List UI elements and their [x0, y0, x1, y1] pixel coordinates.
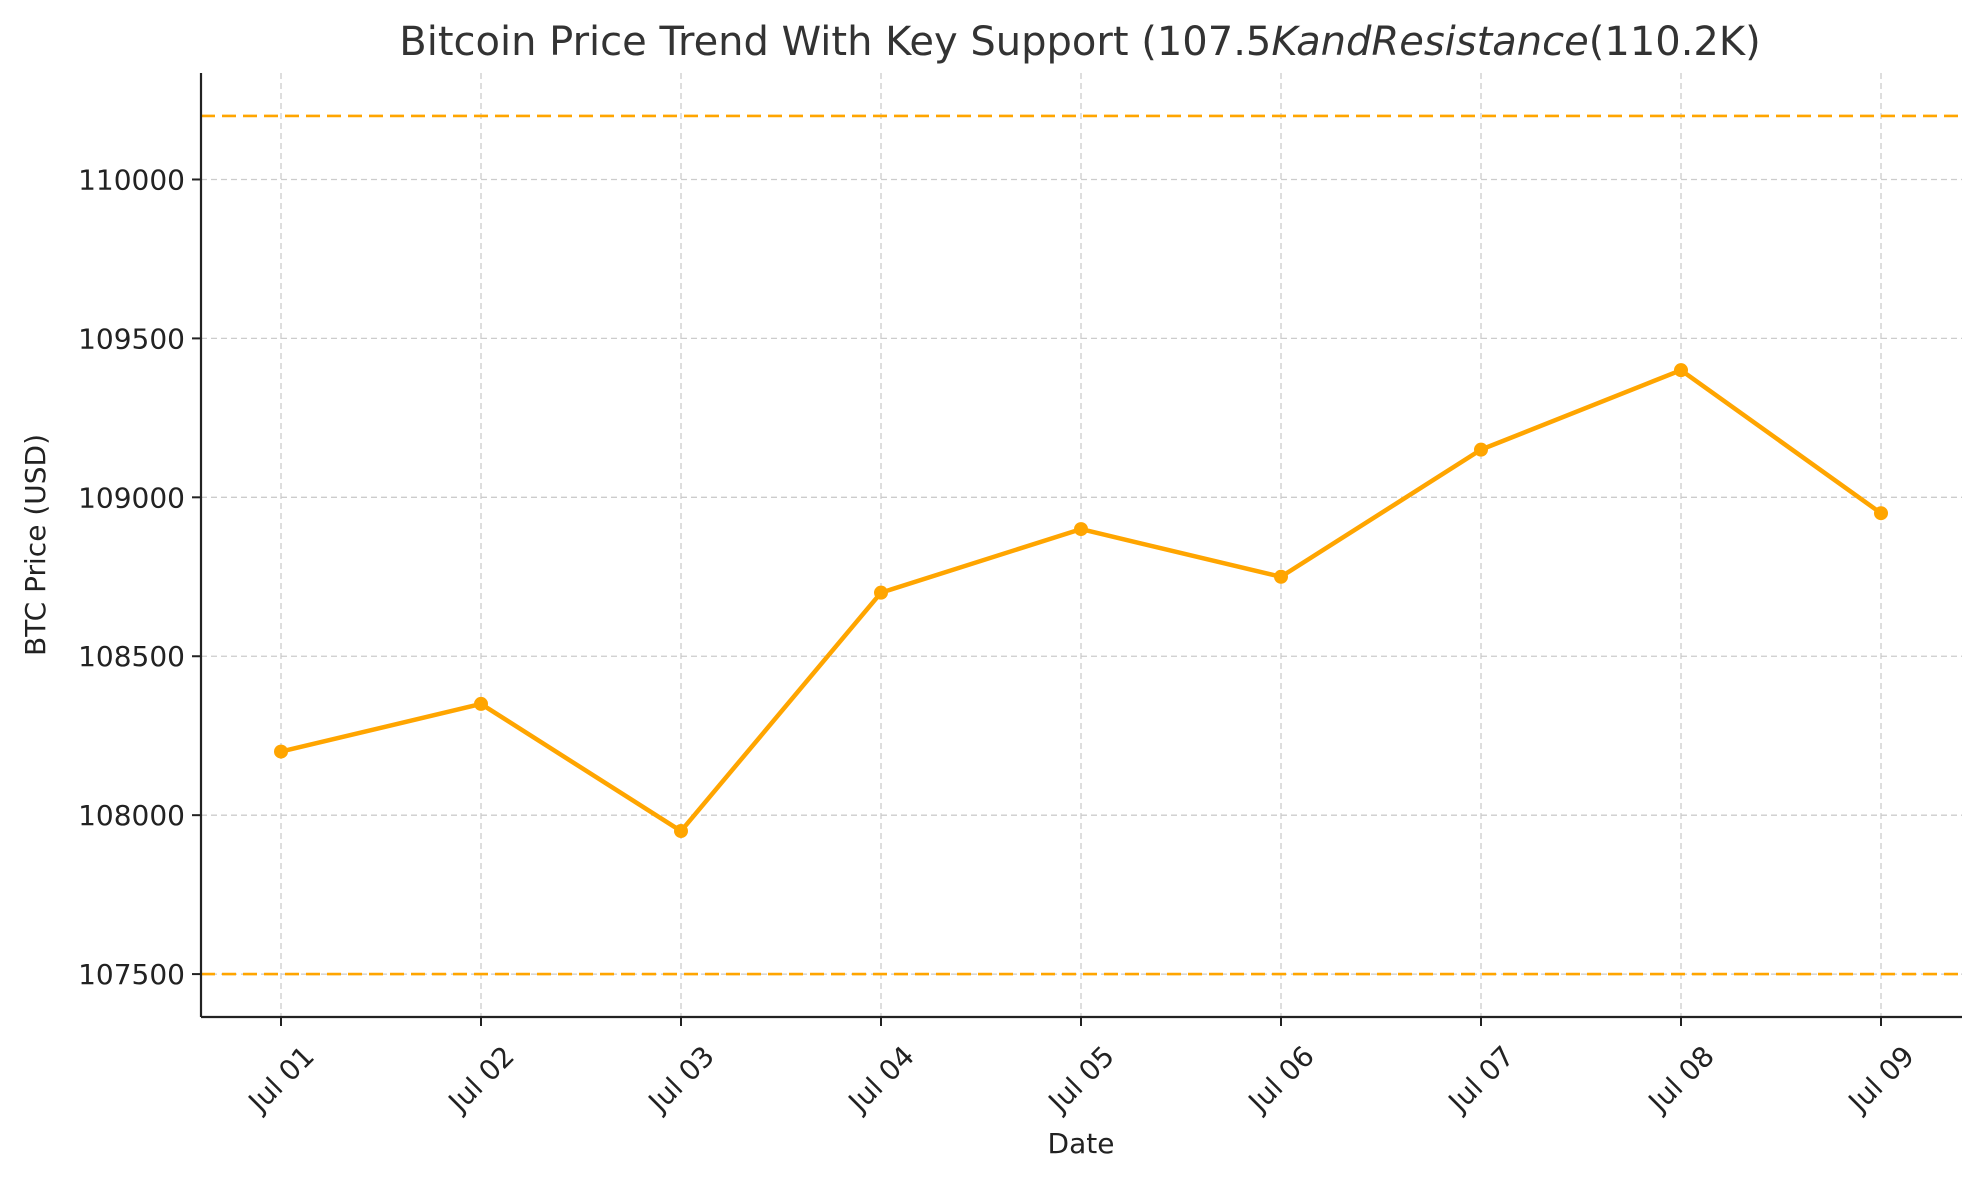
data-point	[674, 824, 688, 839]
y-tick-label: 109000	[78, 481, 185, 514]
x-tick-label: Jul 08	[1641, 1039, 1721, 1119]
x-tick-label: Jul 01	[241, 1039, 321, 1119]
x-axis-label: Date	[1048, 1127, 1115, 1160]
x-tick-label: Jul 09	[1841, 1039, 1921, 1119]
x-tick-label: Jul 05	[1041, 1039, 1121, 1119]
data-point	[474, 696, 488, 711]
x-tick-label: Jul 02	[441, 1039, 521, 1119]
series-layer	[274, 363, 1888, 839]
y-tick-label: 110000	[78, 163, 185, 196]
chart-title: Bitcoin Price Trend With Key Support (10…	[399, 19, 1760, 65]
y-tick-label: 107500	[78, 958, 185, 991]
y-tick-label: 109500	[78, 322, 185, 355]
x-tick-label: Jul 07	[1441, 1039, 1521, 1119]
data-point	[1274, 569, 1288, 584]
data-point	[874, 585, 888, 600]
data-point	[1074, 522, 1088, 537]
tick-layer: Jul 01 Jul 02 Jul 03 Jul 04 Jul 05 Jul 06 Jul …	[78, 163, 1921, 1119]
chart-title-end: (110.2K)	[1589, 19, 1761, 65]
data-point	[274, 744, 288, 759]
grid-layer	[201, 73, 1962, 1017]
x-tick-label: Jul 04	[841, 1039, 921, 1119]
x-tick-label: Jul 06	[1241, 1039, 1321, 1119]
y-axis-label: BTC Price (USD)	[19, 434, 52, 656]
data-point	[1674, 363, 1688, 378]
chart-title-italic: KandResistance	[1271, 19, 1588, 65]
x-tick-label: Jul 03	[641, 1039, 721, 1119]
data-point	[1474, 442, 1488, 457]
y-tick-label: 108500	[78, 640, 185, 673]
y-tick-label: 108000	[78, 799, 185, 832]
series-line	[280, 367, 1883, 834]
data-point	[1874, 506, 1888, 521]
